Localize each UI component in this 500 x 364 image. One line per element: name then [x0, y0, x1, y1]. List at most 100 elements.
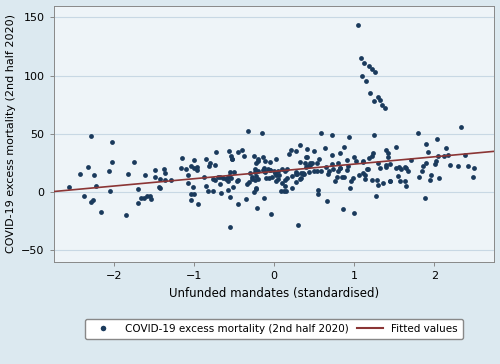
Point: [292, 171, 300, 177]
Point: [136, 195, 144, 201]
Point: [347, 178, 355, 184]
Point: [214, 174, 222, 180]
Point: [300, 171, 308, 177]
Point: [314, 191, 322, 197]
Point: [365, 155, 373, 161]
Point: [376, 97, 384, 103]
Point: [384, 150, 392, 156]
Point: [294, 222, 302, 228]
Point: [274, 176, 282, 182]
Point: [300, 171, 308, 177]
Point: [336, 151, 344, 157]
Point: [370, 98, 378, 104]
Point: [316, 168, 324, 174]
Point: [90, 172, 98, 178]
Point: [373, 177, 381, 183]
Point: [228, 156, 235, 162]
Point: [155, 184, 163, 190]
Point: [267, 211, 275, 217]
Point: [296, 159, 304, 165]
Point: [238, 147, 246, 153]
Point: [252, 161, 260, 166]
Point: [440, 154, 448, 159]
Point: [362, 173, 370, 178]
Point: [190, 191, 198, 197]
Point: [217, 190, 225, 195]
Point: [124, 171, 132, 177]
Point: [258, 130, 266, 136]
Point: [108, 139, 116, 145]
Point: [456, 124, 464, 130]
Point: [324, 171, 332, 177]
Point: [334, 160, 342, 166]
Point: [272, 156, 280, 162]
Point: [92, 183, 100, 189]
Point: [226, 224, 234, 230]
Point: [372, 193, 380, 199]
Point: [292, 179, 300, 185]
X-axis label: Unfunded mandates (standardised): Unfunded mandates (standardised): [169, 287, 379, 300]
Point: [434, 153, 442, 158]
Point: [316, 130, 324, 135]
Point: [426, 177, 434, 183]
Point: [296, 176, 304, 182]
Point: [251, 166, 259, 172]
Point: [382, 165, 390, 170]
Point: [325, 168, 333, 174]
Point: [160, 177, 168, 183]
Point: [278, 188, 285, 194]
Point: [283, 175, 291, 181]
Point: [292, 171, 300, 177]
Point: [228, 175, 235, 181]
Point: [305, 169, 313, 175]
Point: [359, 158, 367, 164]
Point: [402, 165, 410, 170]
Point: [386, 161, 394, 167]
Point: [272, 173, 280, 178]
Point: [464, 163, 472, 169]
Point: [178, 165, 186, 171]
Point: [225, 148, 233, 154]
Point: [302, 165, 310, 170]
Point: [344, 163, 352, 169]
Point: [240, 153, 248, 159]
Point: [274, 169, 282, 174]
Point: [384, 154, 392, 160]
Point: [306, 162, 314, 168]
Point: [156, 185, 164, 191]
Point: [310, 148, 318, 154]
Point: [250, 177, 258, 183]
Point: [252, 185, 260, 191]
Point: [446, 162, 454, 168]
Point: [211, 177, 219, 183]
Point: [228, 156, 236, 162]
Point: [328, 132, 336, 138]
Point: [454, 163, 462, 169]
Point: [254, 205, 262, 211]
Point: [208, 188, 216, 194]
Point: [328, 166, 336, 172]
Point: [97, 209, 105, 215]
Point: [376, 165, 384, 171]
Point: [268, 174, 276, 179]
Point: [395, 164, 403, 170]
Point: [76, 171, 84, 177]
Point: [350, 154, 358, 160]
Point: [260, 170, 268, 175]
Point: [382, 162, 390, 168]
Point: [141, 172, 149, 178]
Point: [339, 206, 347, 212]
Point: [84, 164, 92, 170]
Point: [361, 176, 369, 182]
Point: [396, 178, 404, 184]
Point: [374, 160, 382, 166]
Point: [322, 164, 330, 170]
Point: [106, 188, 114, 194]
Point: [202, 156, 210, 162]
Point: [368, 66, 376, 71]
Point: [280, 188, 287, 194]
Point: [252, 186, 260, 192]
Point: [194, 165, 202, 170]
Point: [222, 177, 230, 182]
Point: [400, 164, 408, 170]
